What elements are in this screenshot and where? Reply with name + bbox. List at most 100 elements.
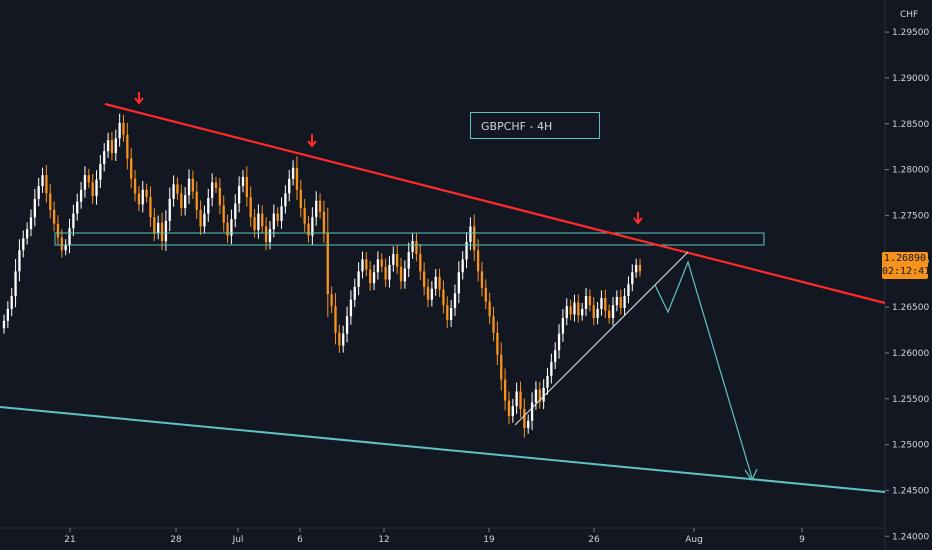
candle-body [110, 140, 114, 154]
candle-body [588, 296, 592, 306]
arrow-marker-3 [633, 212, 643, 225]
candle-body [237, 186, 241, 204]
candle-body [149, 197, 152, 218]
candle [291, 160, 295, 186]
candle [627, 276, 630, 304]
candle [369, 261, 372, 291]
candle [41, 167, 44, 193]
candle [56, 215, 60, 246]
candle-body [530, 402, 534, 421]
candle [507, 391, 511, 425]
candle-body [284, 193, 287, 207]
candle-body [596, 308, 599, 319]
candle [18, 239, 21, 282]
candle-body [615, 297, 619, 306]
candle-body [453, 293, 457, 308]
candle-body [631, 272, 634, 285]
time-tick-label: 21 [64, 535, 75, 545]
candle [430, 281, 434, 307]
candle [184, 187, 187, 216]
candle [37, 177, 40, 207]
candle [29, 209, 33, 237]
candle [584, 287, 588, 317]
candle [25, 222, 29, 245]
candle [141, 180, 144, 213]
candle [187, 169, 191, 204]
candle [14, 259, 17, 308]
time-tick-label: 9 [799, 535, 805, 545]
candle-body [388, 264, 391, 280]
candle-body [534, 389, 538, 403]
candle-body [577, 302, 580, 316]
candle-body [95, 179, 98, 197]
candle [276, 207, 279, 227]
rising-trendline [514, 251, 689, 426]
candle-body [507, 400, 511, 417]
candle-body [118, 122, 121, 139]
candle-body [619, 297, 622, 308]
time-tick-label: Aug [685, 535, 703, 545]
candle-body [18, 250, 21, 272]
candle-body [476, 250, 480, 272]
candle-body [503, 379, 507, 401]
candle [361, 251, 364, 279]
candle [318, 193, 322, 219]
candle-body [303, 208, 306, 224]
candle [99, 154, 102, 188]
candle-body [488, 301, 491, 317]
candle [114, 129, 117, 162]
candle-body [426, 286, 430, 300]
candle-body [384, 266, 387, 280]
candle [600, 290, 603, 316]
candlestick-series [2, 113, 642, 438]
candle-body [137, 193, 141, 205]
candle-body [434, 276, 437, 289]
candle [126, 122, 129, 170]
candle-body [79, 189, 83, 202]
candle [615, 290, 619, 312]
candle [565, 298, 568, 326]
price-tick-label: 1.25000 [892, 441, 929, 451]
candle-body [176, 184, 179, 194]
candle [110, 132, 114, 161]
candle [392, 246, 395, 272]
candle [307, 215, 310, 243]
candle [345, 306, 349, 343]
candle [550, 353, 553, 384]
candle [272, 204, 275, 238]
candle-body [461, 259, 464, 273]
candle-body [153, 217, 156, 233]
currency-label: CHF [900, 10, 919, 20]
candle [122, 114, 125, 142]
candle [484, 279, 487, 310]
candle [577, 294, 580, 323]
candle-body [326, 232, 329, 295]
candle [241, 170, 245, 193]
candle [118, 113, 121, 147]
candle-body [234, 203, 237, 220]
candle-body [180, 193, 183, 209]
candle-body [519, 391, 522, 409]
time-axis[interactable]: 21 28 Jul 6 12 19 26 Aug 9 [64, 528, 805, 545]
candle-body [261, 213, 264, 227]
candle-body [276, 213, 279, 221]
candle [611, 297, 615, 326]
candle-body [422, 271, 426, 287]
price-tick-label: 1.29000 [892, 74, 929, 84]
chart-title: GBPCHF - 4H [470, 112, 600, 139]
candle [172, 175, 175, 207]
candle [60, 229, 63, 258]
candle-body [288, 178, 291, 194]
candle [218, 178, 222, 215]
candle [299, 179, 302, 218]
candle [465, 232, 468, 269]
candle [573, 294, 576, 322]
candle [500, 342, 503, 391]
candle-body [126, 134, 129, 159]
candle [530, 392, 534, 430]
candle [130, 147, 133, 189]
candle [592, 297, 595, 326]
candle-body [222, 205, 225, 223]
candle-body [168, 198, 171, 221]
